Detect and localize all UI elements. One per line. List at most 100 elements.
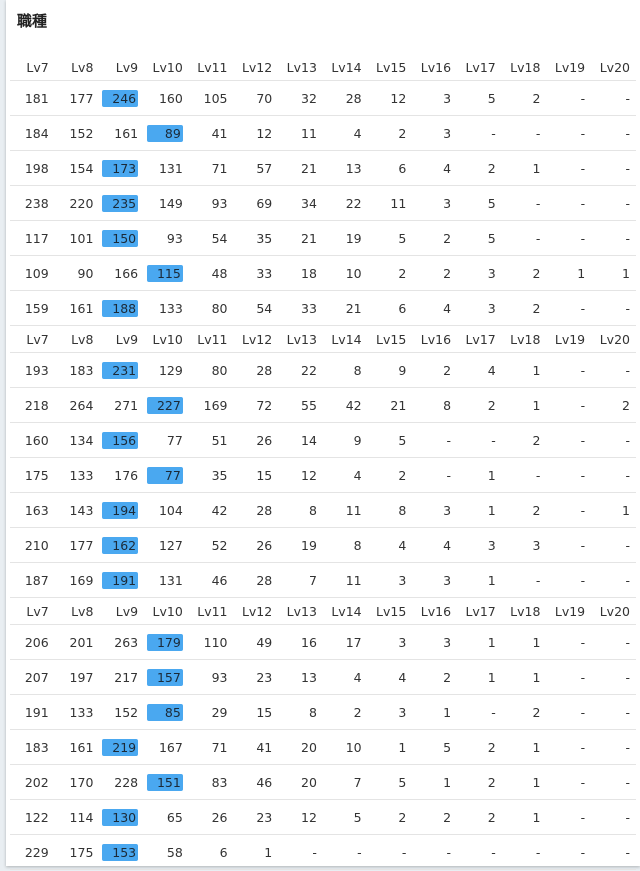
header-row: Lv7 Lv8 Lv9 Lv10 Lv11 Lv12 Lv13 Lv14 Lv15 Lv16 Lv1… <box>10 325 636 353</box>
cell: 161 <box>99 115 145 151</box>
data-row: 181 177 246 160 105 70 32 28 12 3 5 2- - <box>10 80 636 116</box>
highlight: 227 <box>146 396 183 414</box>
cell-text: 85 <box>164 704 181 720</box>
cell: 80 <box>188 290 234 326</box>
cell: 131 <box>144 150 189 186</box>
cell: 11 <box>322 492 368 528</box>
cell: 160 <box>10 422 55 458</box>
column-header: Lv10 <box>144 325 189 353</box>
cell: 184 <box>10 115 55 151</box>
cell: 54 <box>188 220 234 256</box>
cell: 13 <box>322 150 368 186</box>
cell: 77 <box>144 422 189 458</box>
highlight: 235 <box>102 194 139 212</box>
cell: 22 <box>322 185 368 221</box>
cell: 12 <box>278 799 323 835</box>
cell: 77 <box>144 457 189 493</box>
cell: - <box>546 422 592 458</box>
cell: 20 <box>278 764 323 800</box>
cell: 2 <box>367 255 413 291</box>
cell: 19 <box>322 220 368 256</box>
cell: 41 <box>188 115 234 151</box>
cell: 3 <box>367 694 413 730</box>
cell: 177 <box>54 527 100 563</box>
column-header: Lv11 <box>188 325 234 353</box>
cell: 93 <box>188 659 234 695</box>
cell: - <box>591 352 636 388</box>
cell: 72 <box>233 387 279 423</box>
cell: 217 <box>99 659 145 695</box>
cell: 5 <box>367 422 413 458</box>
cell-text: 130 <box>112 809 137 825</box>
cell-text: 246 <box>112 90 137 106</box>
column-header: Lv17 <box>457 597 502 625</box>
cell: 206 <box>10 624 55 660</box>
cell: 8 <box>322 527 368 563</box>
cell: - <box>591 694 636 730</box>
cell: 13 <box>278 659 323 695</box>
cell: 228 <box>99 764 145 800</box>
cell: 218 <box>10 387 55 423</box>
highlight: 115 <box>146 264 183 282</box>
cell: 1 <box>501 150 547 186</box>
cell: 28 <box>322 80 368 116</box>
cell: 48 <box>188 255 234 291</box>
cell: 2 <box>457 799 502 835</box>
column-header: Lv16 <box>412 597 458 625</box>
cell: 5 <box>457 220 502 256</box>
column-header: Lv15 <box>367 325 413 353</box>
cell: 2 <box>501 80 547 116</box>
cell: - <box>591 80 636 116</box>
cell: - <box>501 457 547 493</box>
cell: 1 <box>412 694 458 730</box>
cell: 41 <box>233 729 279 765</box>
cell: - <box>591 624 636 660</box>
cell: - <box>591 115 636 151</box>
cell: 4 <box>367 527 413 563</box>
cell: - <box>591 834 636 870</box>
cell: 2 <box>501 694 547 730</box>
cell: - <box>546 290 592 326</box>
data-row: 210 177 162 127 52 26 19 8 4 4 3 3- - <box>10 527 636 563</box>
cell: - <box>501 220 547 256</box>
cell: 28 <box>233 562 279 598</box>
cell: - <box>546 185 592 221</box>
cell-text: 231 <box>112 362 137 378</box>
cell: 80 <box>188 352 234 388</box>
column-header: Lv7 <box>10 54 55 81</box>
cell: 9 <box>367 352 413 388</box>
cell: 157 <box>144 659 189 695</box>
cell-text: 157 <box>156 669 181 685</box>
column-header: Lv20 <box>591 597 636 625</box>
cell: 2 <box>412 799 458 835</box>
cell: 42 <box>188 492 234 528</box>
cell: 152 <box>54 115 100 151</box>
cell: - <box>591 659 636 695</box>
highlight: 246 <box>102 89 139 107</box>
cell: 12 <box>367 80 413 116</box>
cell: 2 <box>367 457 413 493</box>
cell: 117 <box>10 220 55 256</box>
cell: 57 <box>233 150 279 186</box>
cell: - <box>546 834 592 870</box>
cell: - <box>591 290 636 326</box>
highlight: 151 <box>146 773 183 791</box>
card: 職種 Lv7 Lv8 Lv9 Lv10 Lv11 Lv12 Lv13 Lv14 Lv15 Lv16… <box>6 0 640 870</box>
highlight: 179 <box>146 633 183 651</box>
cell: 90 <box>54 255 100 291</box>
column-header: Lv9 <box>99 597 145 625</box>
cell: - <box>591 729 636 765</box>
cell: 8 <box>367 492 413 528</box>
cell: 3 <box>367 562 413 598</box>
cell: 2 <box>367 799 413 835</box>
cell: 143 <box>54 492 100 528</box>
cell: 2 <box>412 220 458 256</box>
cell: - <box>322 834 368 870</box>
cell: 2 <box>412 659 458 695</box>
cell-text: 89 <box>164 125 181 141</box>
cell: 2 <box>501 422 547 458</box>
cell: 163 <box>10 492 55 528</box>
cell-text: 173 <box>112 160 137 176</box>
cell: - <box>457 422 502 458</box>
cell: 3 <box>412 185 458 221</box>
